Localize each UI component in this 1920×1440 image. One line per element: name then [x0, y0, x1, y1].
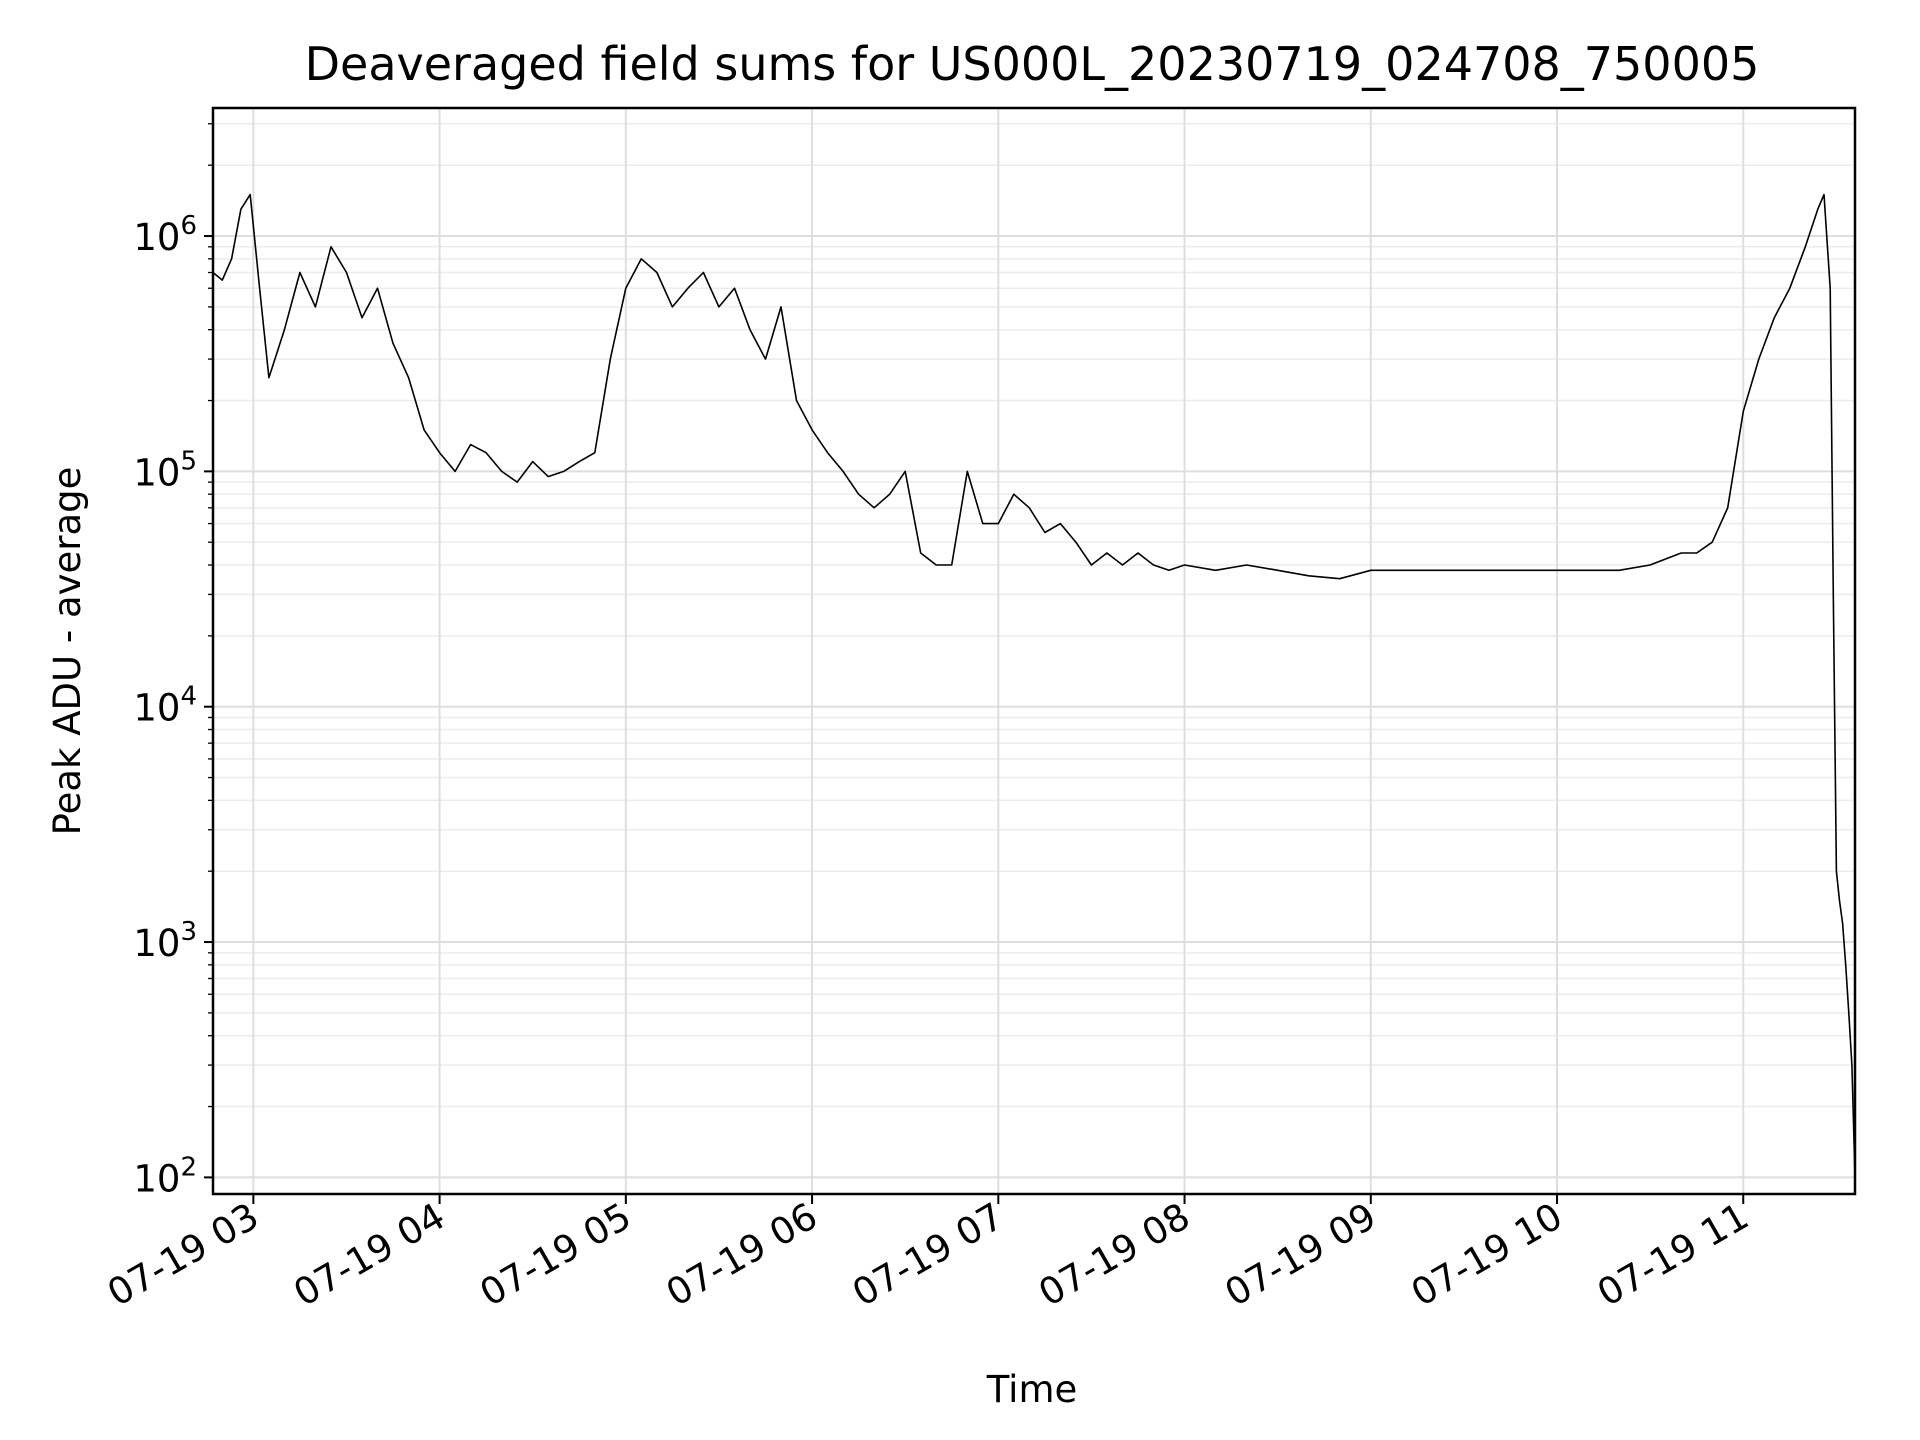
major-gridlines: [213, 108, 1855, 1194]
y-tick-label: 104: [133, 682, 197, 730]
chart-title: Deaveraged field sums for US000L_2023071…: [305, 37, 1760, 91]
y-axis-ticks: 102 103 104 105 106: [133, 123, 213, 1200]
y-tick-label: 105: [133, 446, 197, 494]
x-axis-label: Time: [986, 1368, 1078, 1411]
plot-frame: [211, 106, 1857, 1196]
y-tick-label: 106: [133, 211, 197, 259]
series-line: [212, 193, 1856, 1178]
y-tick-label: 102: [133, 1152, 197, 1200]
minor-gridlines: [213, 123, 1855, 1108]
series-layer: [212, 193, 1856, 1178]
y-tick-label: 103: [133, 917, 197, 965]
y-axis-label: Peak ADU - average: [46, 467, 89, 836]
